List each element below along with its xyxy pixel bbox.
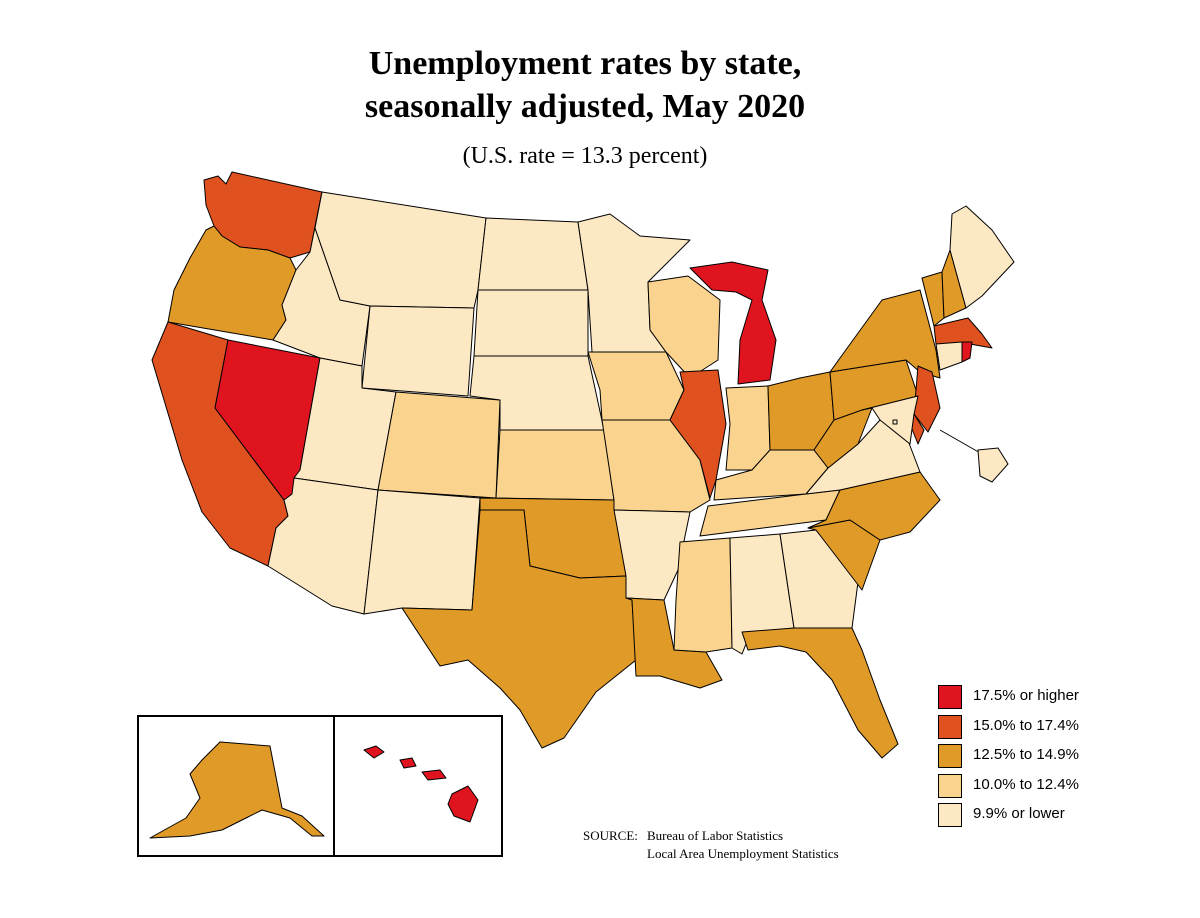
state-wisconsin (647, 275, 721, 379)
state-kansas (495, 429, 615, 501)
state-mississippi (673, 537, 733, 653)
legend-swatch (938, 714, 962, 739)
dc-callout-box (977, 447, 1009, 483)
title-line-2: seasonally adjusted, May 2020 (364, 88, 806, 125)
map-title: Unemployment rates by state, seasonally … (0, 42, 1170, 128)
dc-callout-line (939, 429, 983, 455)
legend-item-17-5-or-higher: 17.5% or higher (936, 682, 1136, 712)
legend-swatch (938, 685, 962, 709)
state-georgia (779, 529, 859, 629)
state-florida (741, 627, 899, 759)
state-colorado (377, 391, 501, 499)
legend-item-12-5-to-14-9: 12.5% to 14.9% (936, 741, 1136, 771)
map-legend: 17.5% or higher 15.0% to 17.4% 12.5% to … (936, 682, 1136, 830)
hawaii-inset-frame (333, 715, 503, 857)
legend-swatch (938, 803, 962, 827)
state-south-dakota (473, 289, 589, 357)
legend-label: 17.5% or higher (973, 687, 1079, 704)
state-hawaii (363, 745, 479, 823)
source-note: SOURCE: Bureau of Labor Statistics Local … (583, 827, 839, 863)
state-connecticut (935, 341, 963, 371)
state-rhode-island (961, 341, 973, 363)
legend-item-10-0-to-12-4: 10.0% to 12.4% (936, 771, 1136, 801)
legend-label: 9.9% or lower (973, 805, 1065, 822)
state-texas (401, 509, 637, 749)
source-line-1: Bureau of Labor Statistics (647, 828, 784, 843)
state-virginia (805, 419, 921, 495)
source-line-2: Local Area Unemployment Statistics (647, 846, 839, 861)
state-louisiana (625, 597, 723, 689)
state-maryland (861, 395, 919, 445)
state-alaska (149, 741, 325, 839)
state-district-of-columbia (892, 419, 898, 425)
map-subtitle: (U.S. rate = 13.3 percent) (462, 143, 708, 169)
legend-swatch (938, 773, 962, 798)
legend-item-15-0-to-17-4: 15.0% to 17.4% (936, 712, 1136, 742)
state-iowa (587, 351, 685, 421)
state-north-dakota (477, 217, 589, 291)
state-new-mexico (363, 489, 481, 615)
state-illinois (669, 369, 727, 499)
state-wyoming (361, 305, 475, 397)
state-maine (949, 205, 1015, 309)
state-michigan (689, 261, 777, 385)
legend-label: 15.0% to 17.4% (973, 716, 1079, 734)
state-montana (314, 191, 487, 309)
title-line-1: Unemployment rates by state, (368, 45, 802, 82)
source-label: SOURCE: (583, 828, 638, 843)
state-new-york (829, 289, 941, 379)
legend-label: 12.5% to 14.9% (973, 746, 1079, 763)
legend-swatch (938, 744, 962, 768)
legend-label: 10.0% to 12.4% (973, 775, 1079, 793)
legend-item-9-9-or-lower: 9.9% or lower (936, 800, 1136, 830)
